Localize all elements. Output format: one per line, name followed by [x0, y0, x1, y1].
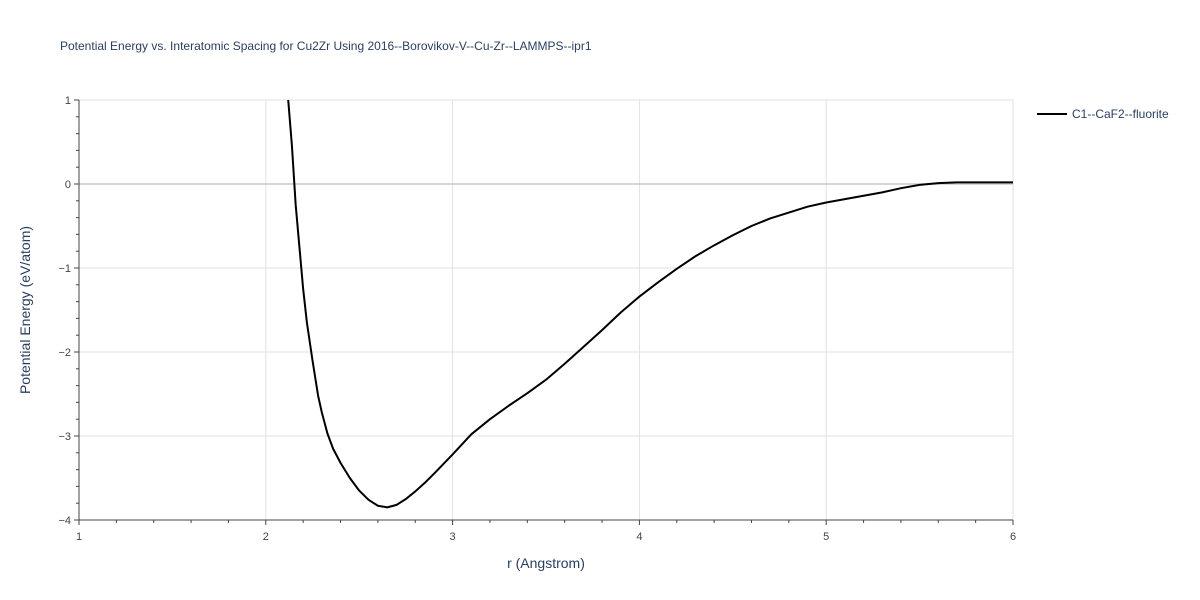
y-tick-label: 0	[65, 179, 71, 191]
grid-layer	[79, 99, 1014, 520]
x-tick-label: 6	[1010, 531, 1016, 543]
legend[interactable]: C1--CaF2--fluorite	[1037, 107, 1169, 121]
y-tick-label: −2	[58, 347, 71, 359]
x-axis-title: r (Angstrom)	[507, 555, 585, 571]
y-tick-label: −3	[58, 431, 71, 443]
series-line	[287, 100, 1013, 509]
x-tick-label: 4	[636, 531, 642, 543]
y-tick-label: −4	[58, 515, 71, 527]
legend-label: C1--CaF2--fluorite	[1072, 107, 1169, 121]
y-axis-title: Potential Energy (eV/atom)	[17, 226, 33, 394]
x-tick-label: 3	[450, 531, 456, 543]
x-tick-label: 2	[263, 531, 269, 543]
x-tick-label: 5	[823, 531, 829, 543]
series-layer	[287, 100, 1013, 509]
y-tick-label: −1	[58, 263, 71, 275]
chart-title: Potential Energy vs. Interatomic Spacing…	[60, 39, 592, 53]
y-tick-label: 1	[65, 95, 71, 107]
x-tick-label: 1	[76, 531, 82, 543]
axes-layer: 1 2 3 4 5 6 −4 −3 −2 −1 0 1	[58, 95, 1016, 543]
